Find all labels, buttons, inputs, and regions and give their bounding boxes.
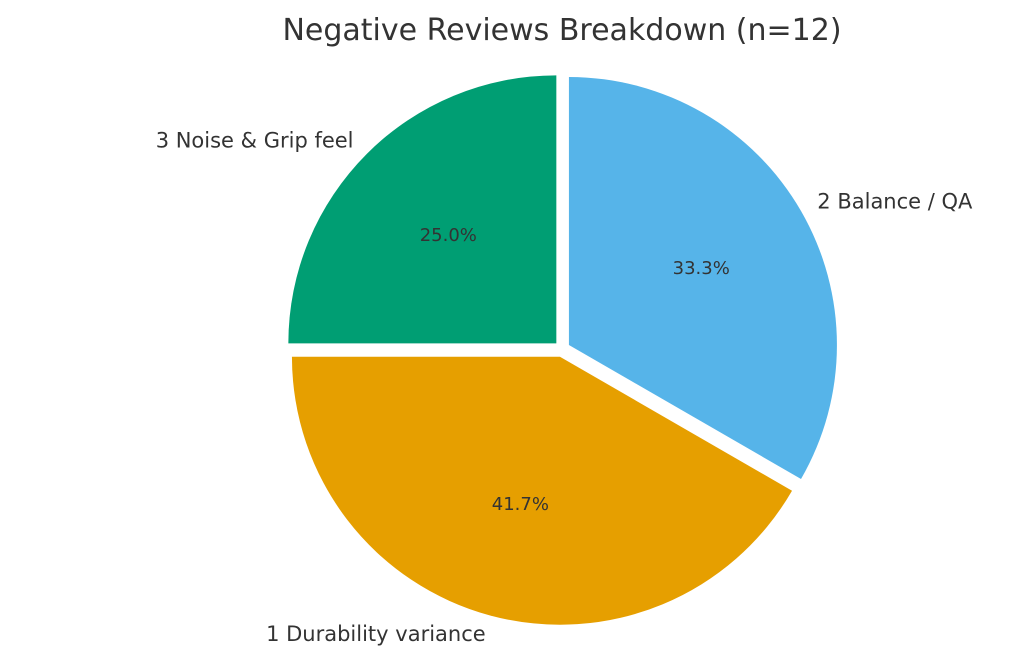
pie-slice [568,77,837,479]
pie-labels: 25.0% 3 Noise & Grip feel 41.7% 1 Durabilit… [156,129,973,646]
chart-title: Negative Reviews Breakdown (n=12) [282,13,841,48]
pie-percent-label: 25.0% [420,225,477,246]
pie-percent-label: 41.7% [492,494,549,515]
pie-slice [288,75,557,344]
pie-slice [291,356,793,625]
pie-slices [288,75,837,625]
pie-percent-label: 33.3% [673,258,730,279]
pie-category-label: 3 Noise & Grip feel [156,129,354,153]
pie-category-label: 2 Balance / QA [817,190,973,214]
pie-category-label: 1 Durability variance [266,622,486,646]
